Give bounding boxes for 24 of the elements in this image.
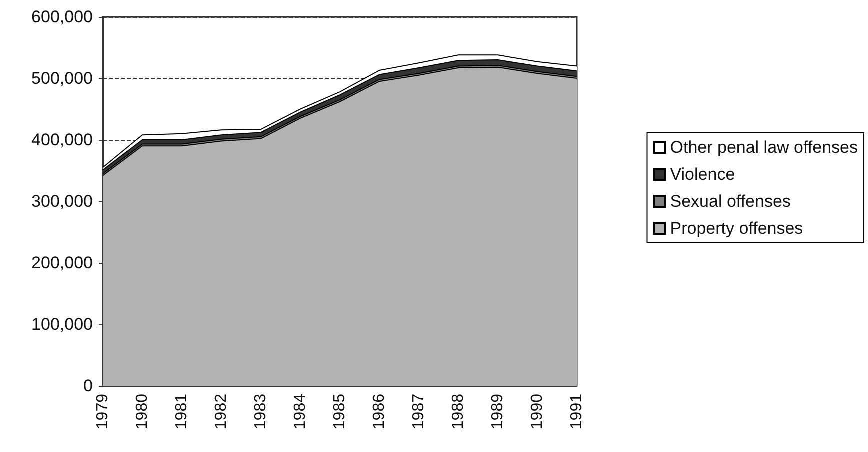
x-tick-label: 1989 — [490, 394, 506, 430]
x-tick-label: 1979 — [94, 394, 112, 430]
x-tick-label: 1987 — [410, 394, 428, 430]
x-tick-label: 1984 — [292, 394, 309, 430]
y-tick-label: 500,000 — [32, 69, 93, 88]
x-tick-label: 1983 — [252, 394, 270, 430]
y-tick-label: 100,000 — [32, 315, 93, 334]
x-tick-label: 1981 — [174, 394, 190, 430]
x-tick-label: 1980 — [134, 394, 151, 430]
x-tick-label: 1985 — [332, 394, 348, 430]
legend-label: Other penal law offenses — [670, 138, 858, 157]
y-tick-label: 600,000 — [32, 8, 93, 26]
legend-label: Property offenses — [670, 219, 804, 238]
x-tick-label: 1982 — [213, 394, 230, 430]
legend-label: Sexual offenses — [670, 192, 791, 211]
legend-label: Violence — [670, 165, 736, 184]
x-tick-label: 1991 — [568, 394, 586, 430]
y-tick-label: 300,000 — [32, 192, 93, 211]
y-tick-label: 400,000 — [32, 130, 93, 150]
x-tick-label: 1990 — [529, 394, 546, 430]
y-tick-label: 200,000 — [32, 254, 93, 272]
x-tick-label: 1988 — [450, 394, 467, 430]
y-tick-label: 0 — [84, 376, 93, 396]
x-tick-label: 1986 — [371, 394, 388, 430]
